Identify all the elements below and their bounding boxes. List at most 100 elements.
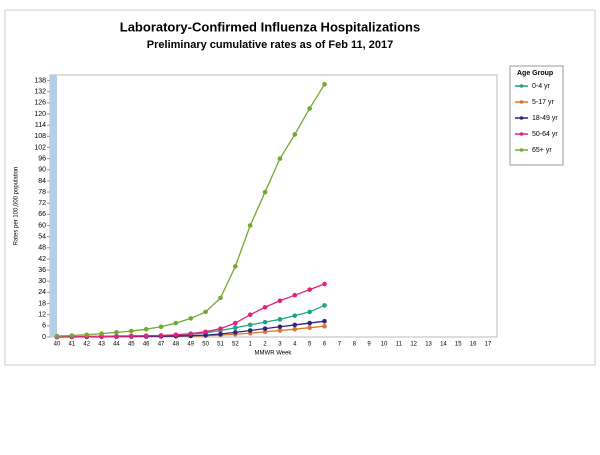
y-tick-label: 30: [38, 278, 46, 285]
x-tick-label: 47: [158, 342, 165, 348]
legend-marker: [519, 148, 524, 152]
y-axis-label: Rates per 100,000 population: [14, 167, 20, 246]
data-point: [233, 320, 238, 326]
data-point: [69, 333, 75, 338]
legend-label: 50-64 yr: [532, 131, 558, 138]
legend-marker: [519, 116, 524, 120]
x-tick-label: 42: [83, 342, 90, 348]
data-point: [277, 298, 283, 304]
x-tick-label: 49: [187, 342, 194, 348]
y-tick-label: 24: [38, 289, 46, 296]
data-point: [173, 320, 179, 326]
legend-marker: [519, 100, 524, 104]
data-point: [129, 328, 134, 334]
x-tick-label: 13: [425, 342, 432, 348]
legend-label: 18-49 yr: [532, 115, 558, 122]
x-tick-label: 17: [485, 342, 492, 348]
data-point: [307, 325, 312, 331]
data-point: [158, 333, 164, 338]
data-point: [188, 316, 194, 321]
chart-subtitle: Preliminary cumulative rates as of Feb 1…: [147, 39, 393, 51]
x-tick-label: 45: [128, 342, 135, 348]
y-tick-label: 18: [38, 300, 46, 307]
legend-marker: [519, 132, 524, 136]
data-point: [218, 331, 223, 337]
y-tick-label: 138: [34, 77, 46, 84]
data-point: [188, 331, 194, 336]
y-tick-label: 96: [38, 155, 46, 162]
data-point: [143, 333, 149, 339]
plot-area: [49, 74, 498, 338]
x-tick-label: 52: [232, 342, 239, 348]
x-tick-label: 5: [308, 342, 312, 348]
x-tick-label: 3: [278, 342, 282, 348]
x-tick-label: 43: [98, 342, 105, 348]
data-point: [203, 329, 208, 335]
data-point: [114, 333, 119, 339]
data-point: [277, 156, 283, 161]
x-tick-label: 4: [293, 342, 297, 348]
data-point: [277, 317, 283, 322]
data-point: [247, 328, 253, 333]
y-tick-label: 0: [42, 334, 46, 341]
data-point: [292, 322, 298, 328]
data-point: [322, 81, 327, 87]
data-point: [218, 295, 223, 301]
legend: [509, 65, 564, 166]
data-point: [277, 328, 283, 333]
chart-title: Laboratory-Confirmed Influenza Hospitali…: [120, 19, 420, 34]
data-point: [143, 326, 149, 332]
data-point: [114, 330, 119, 335]
axis-band: [50, 75, 57, 337]
data-point: [322, 303, 327, 308]
data-point: [307, 309, 312, 315]
data-point: [307, 287, 312, 292]
x-tick-label: 1: [249, 342, 253, 348]
data-point: [307, 106, 312, 111]
data-point: [247, 322, 253, 328]
y-tick-label: 120: [34, 111, 46, 118]
x-tick-label: 7: [338, 342, 342, 348]
data-point: [158, 324, 164, 330]
data-point: [203, 309, 208, 315]
x-tick-label: 15: [455, 342, 462, 348]
legend-label: 5-17 yr: [532, 99, 554, 106]
x-tick-label: 50: [202, 342, 209, 348]
y-tick-label: 54: [38, 234, 46, 241]
x-tick-label: 40: [54, 342, 61, 348]
data-point: [233, 325, 238, 331]
x-tick-label: 41: [69, 342, 76, 348]
y-tick-label: 114: [35, 122, 46, 129]
x-tick-label: 44: [113, 342, 120, 348]
data-point: [84, 332, 90, 338]
y-tick-label: 6: [42, 323, 46, 330]
x-tick-label: 8: [353, 342, 357, 348]
y-tick-label: 84: [38, 178, 46, 185]
data-point: [322, 281, 327, 287]
data-point: [233, 264, 238, 269]
data-point: [262, 329, 268, 335]
y-tick-label: 108: [34, 133, 46, 140]
x-tick-label: 10: [381, 342, 388, 348]
y-tick-label: 60: [38, 222, 46, 229]
y-tick-label: 12: [38, 312, 46, 319]
y-tick-label: 102: [34, 144, 46, 151]
data-point: [307, 320, 312, 326]
y-tick-label: 78: [38, 189, 46, 196]
data-point: [262, 304, 268, 310]
y-tick-label: 72: [38, 200, 46, 207]
x-tick-label: 12: [410, 342, 417, 348]
x-tick-label: 14: [440, 342, 447, 348]
x-axis-label: MMWR Week: [255, 351, 293, 357]
data-point: [99, 331, 104, 336]
data-point: [277, 324, 283, 330]
legend-label: 0-4 yr: [532, 83, 551, 90]
legend-title: Age Group: [517, 70, 553, 77]
data-point: [203, 332, 208, 338]
x-tick-label: 11: [396, 342, 403, 348]
x-tick-label: 6: [323, 342, 327, 348]
x-tick-label: 51: [217, 342, 224, 348]
x-tick-label: 48: [173, 342, 180, 348]
data-point: [233, 330, 238, 335]
x-tick-label: 16: [470, 342, 477, 348]
